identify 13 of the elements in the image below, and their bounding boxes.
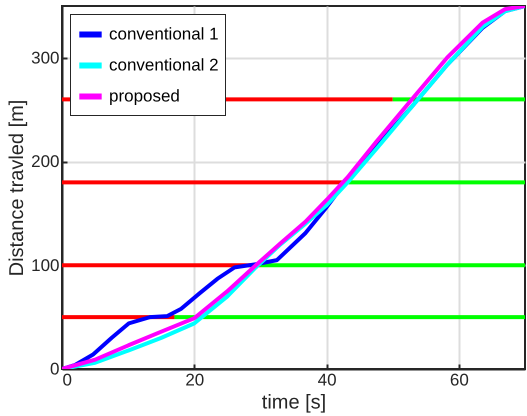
y-tick-label: 100 (31, 256, 60, 275)
y-tick-label: 200 (31, 152, 60, 172)
y-tick-label: 300 (31, 48, 60, 68)
x-tick-label: 40 (318, 370, 337, 390)
x-tick-label: 20 (185, 370, 204, 390)
legend-label: conventional 1 (109, 24, 219, 44)
legend-label: proposed (109, 86, 180, 106)
y-axis-title: Distance travled [m] (6, 100, 28, 276)
line-series (62, 6, 525, 369)
x-axis-title: time [s] (262, 392, 326, 414)
x-tick-label: 0 (62, 370, 72, 390)
legend-label: conventional 2 (109, 56, 219, 74)
x-tick-label: 60 (450, 370, 469, 390)
